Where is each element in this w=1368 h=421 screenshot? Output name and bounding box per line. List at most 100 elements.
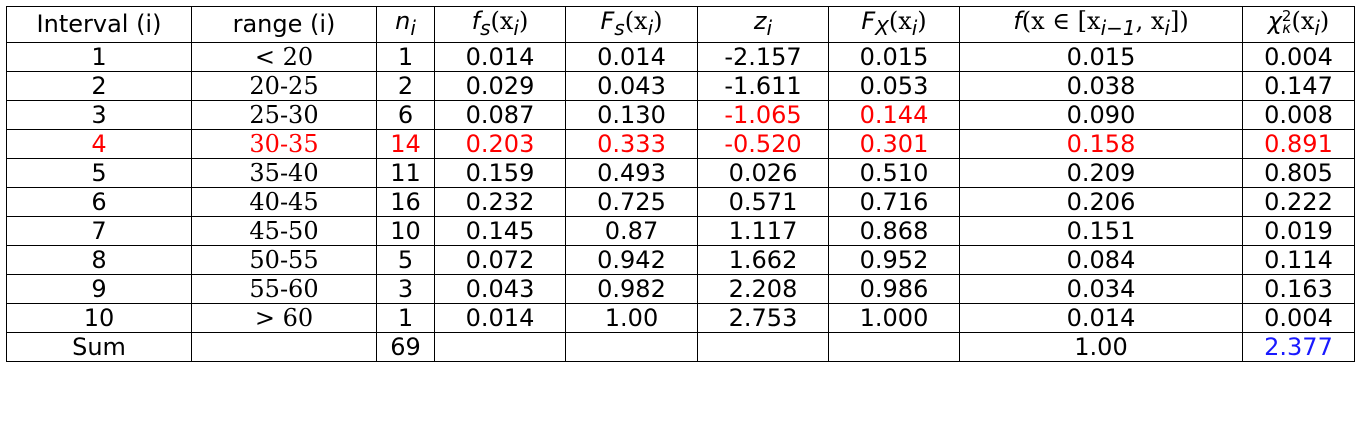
sum-fx: 1.00	[959, 331, 1243, 362]
header-interval: Interval (i)	[6, 6, 192, 43]
cell-fs: 0.072	[434, 244, 566, 275]
cell-z: -1.065	[697, 99, 829, 130]
cell-fs: 0.145	[434, 215, 566, 246]
cell-range: 30-35	[191, 128, 377, 159]
cell-z: 0.571	[697, 186, 829, 217]
cell-chi: 0.114	[1242, 244, 1355, 275]
cell-interval: 8	[6, 244, 192, 275]
table-row: 3 25-30 6 0.087 0.130 -1.065 0.144 0.090 0.008	[6, 99, 1355, 130]
cell-fs: 0.029	[434, 70, 566, 101]
header-row: Interval (i) range (i) ni fs(xi) Fs(xi) …	[6, 6, 1355, 43]
cell-range: 35-40	[191, 157, 377, 188]
cell-Fx: 0.301	[828, 128, 960, 159]
header-n: ni	[376, 6, 435, 43]
header-fs: fs(xi)	[434, 6, 566, 43]
cell-range: < 20	[191, 41, 377, 72]
cell-interval: 4	[6, 128, 192, 159]
cell-chi: 0.008	[1242, 99, 1355, 130]
cell-interval: 5	[6, 157, 192, 188]
cell-fx: 0.038	[959, 70, 1243, 101]
cell-chi: 0.891	[1242, 128, 1355, 159]
cell-z: 2.208	[697, 273, 829, 304]
cell-Fx: 0.716	[828, 186, 960, 217]
cell-Fx: 0.510	[828, 157, 960, 188]
sum-range	[191, 331, 377, 362]
cell-Fs: 0.014	[565, 41, 698, 72]
table-row: 9 55-60 3 0.043 0.982 2.208 0.986 0.034 0.163	[6, 273, 1355, 304]
sum-label: Sum	[6, 331, 192, 362]
sum-n: 69	[376, 331, 435, 362]
cell-n: 5	[376, 244, 435, 275]
header-fx-interval: f(x ∈ [xi−1, xi])	[959, 6, 1243, 43]
cell-fx: 0.151	[959, 215, 1243, 246]
cell-Fx: 0.868	[828, 215, 960, 246]
cell-Fs: 0.725	[565, 186, 698, 217]
cell-interval: 10	[6, 302, 192, 333]
cell-z: 0.026	[697, 157, 829, 188]
cell-n: 14	[376, 128, 435, 159]
cell-chi: 0.147	[1242, 70, 1355, 101]
sum-chi: 2.377	[1242, 331, 1355, 362]
cell-interval: 1	[6, 41, 192, 72]
cell-z: 2.753	[697, 302, 829, 333]
cell-Fs: 0.043	[565, 70, 698, 101]
sum-fs	[434, 331, 566, 362]
cell-n: 10	[376, 215, 435, 246]
cell-chi: 0.163	[1242, 273, 1355, 304]
sum-Fx	[828, 331, 960, 362]
table-row: 5 35-40 11 0.159 0.493 0.026 0.510 0.209 0.805	[6, 157, 1355, 188]
sum-row: Sum 69 1.00 2.377	[6, 331, 1355, 362]
chi-square-table: Interval (i) range (i) ni fs(xi) Fs(xi) …	[6, 6, 1355, 362]
cell-fx: 0.209	[959, 157, 1243, 188]
cell-interval: 3	[6, 99, 192, 130]
cell-z: -0.520	[697, 128, 829, 159]
cell-chi: 0.004	[1242, 41, 1355, 72]
cell-chi: 0.004	[1242, 302, 1355, 333]
cell-fs: 0.159	[434, 157, 566, 188]
table-row: 4 30-35 14 0.203 0.333 -0.520 0.301 0.158 0.891	[6, 128, 1355, 159]
cell-n: 6	[376, 99, 435, 130]
cell-Fx: 1.000	[828, 302, 960, 333]
cell-fx: 0.015	[959, 41, 1243, 72]
header-range: range (i)	[191, 6, 377, 43]
header-Fx: FX(xi)	[828, 6, 960, 43]
cell-range: 55-60	[191, 273, 377, 304]
cell-chi: 0.805	[1242, 157, 1355, 188]
cell-interval: 6	[6, 186, 192, 217]
cell-fx: 0.206	[959, 186, 1243, 217]
cell-Fs: 1.00	[565, 302, 698, 333]
cell-z: -2.157	[697, 41, 829, 72]
cell-Fx: 0.952	[828, 244, 960, 275]
cell-Fx: 0.015	[828, 41, 960, 72]
cell-fs: 0.043	[434, 273, 566, 304]
cell-n: 2	[376, 70, 435, 101]
cell-interval: 9	[6, 273, 192, 304]
cell-fs: 0.087	[434, 99, 566, 130]
cell-interval: 2	[6, 70, 192, 101]
cell-Fs: 0.942	[565, 244, 698, 275]
cell-interval: 7	[6, 215, 192, 246]
cell-fx: 0.034	[959, 273, 1243, 304]
cell-n: 1	[376, 41, 435, 72]
cell-chi: 0.222	[1242, 186, 1355, 217]
cell-fx: 0.158	[959, 128, 1243, 159]
cell-fx: 0.014	[959, 302, 1243, 333]
table-row: 6 40-45 16 0.232 0.725 0.571 0.716 0.206 0.222	[6, 186, 1355, 217]
cell-n: 16	[376, 186, 435, 217]
header-Fs: Fs(xi)	[565, 6, 698, 43]
cell-range: 20-25	[191, 70, 377, 101]
cell-Fs: 0.493	[565, 157, 698, 188]
table-row: 8 50-55 5 0.072 0.942 1.662 0.952 0.084 0.114	[6, 244, 1355, 275]
cell-range: 45-50	[191, 215, 377, 246]
cell-fs: 0.232	[434, 186, 566, 217]
cell-Fx: 0.144	[828, 99, 960, 130]
cell-Fs: 0.333	[565, 128, 698, 159]
cell-fs: 0.014	[434, 41, 566, 72]
table-row: 2 20-25 2 0.029 0.043 -1.611 0.053 0.038 0.147	[6, 70, 1355, 101]
cell-z: -1.611	[697, 70, 829, 101]
header-chi: χ 2 κ (xi)	[1242, 6, 1355, 43]
cell-n: 11	[376, 157, 435, 188]
cell-z: 1.117	[697, 215, 829, 246]
cell-n: 1	[376, 302, 435, 333]
table-row: 10 > 60 1 0.014 1.00 2.753 1.000 0.014 0.004	[6, 302, 1355, 333]
